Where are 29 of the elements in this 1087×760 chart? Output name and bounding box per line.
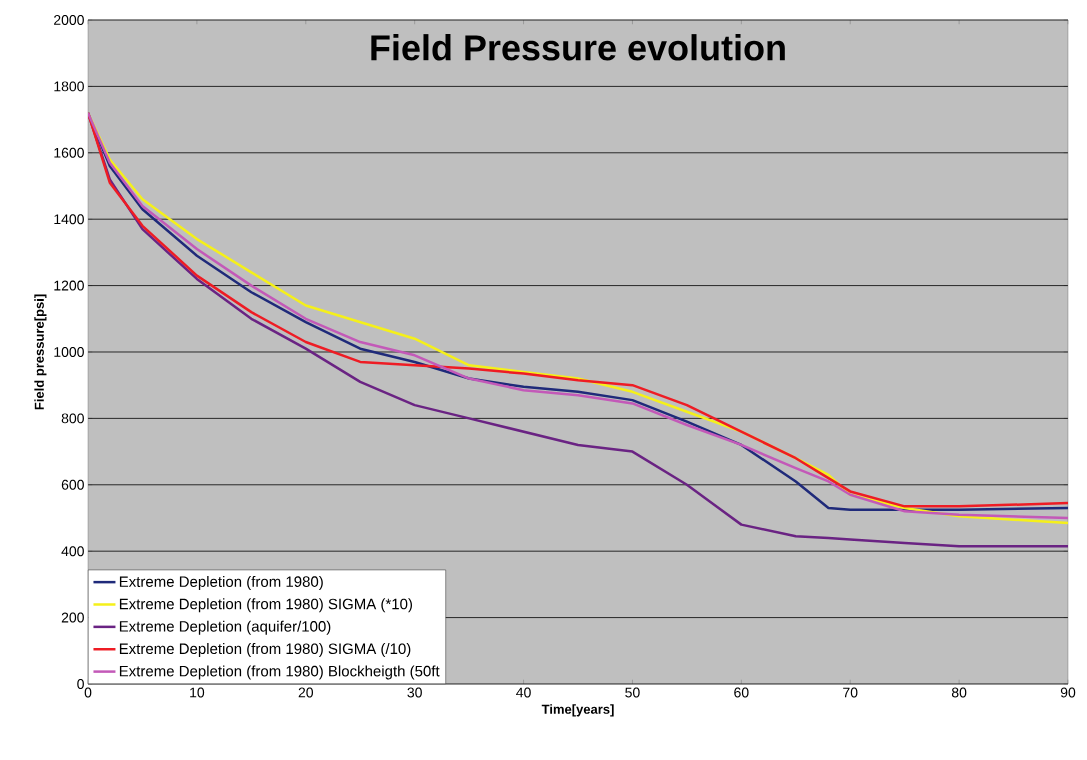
x-tick-label: 50 [625,687,640,698]
y-tick-label: 400 [61,546,84,557]
y-tick-label: 2000 [54,15,84,25]
legend-label: Extreme Depletion (from 1980) [119,575,323,590]
legend-label: Extreme Depletion (from 1980) Blockheigth (50ft [119,665,440,680]
y-tick-label: 800 [61,413,84,424]
legend-label: Extreme Depletion (from 1980) SIGMA (*10) [119,598,413,613]
x-tick-label: 40 [516,687,531,698]
x-tick-label: 80 [951,687,967,698]
x-tick-label: 70 [843,687,858,698]
x-tick-label: 60 [734,687,749,698]
y-tick-label: 1000 [54,347,84,357]
y-tick-label: 0 [77,679,84,689]
y-tick-label: 1200 [54,280,84,291]
legend-label: Extreme Depletion (from 1980) SIGMA (/10) [119,643,411,658]
x-axis-title: Time[years] [541,704,614,717]
y-tick-label: 200 [61,612,84,623]
y-axis-title: Field pressure[psi] [34,294,47,410]
x-tick-label: 10 [190,687,205,698]
x-tick-label: 90 [1060,687,1076,698]
y-tick-label: 1800 [54,81,84,92]
x-tick-label: 0 [84,687,92,698]
y-tick-label: 1600 [54,147,84,158]
legend-label: Extreme Depletion (aquifer/100) [119,620,331,635]
chart-title: Field Pressure evolution [371,34,785,61]
y-tick-label: 1400 [54,214,84,225]
x-tick-label: 30 [407,687,422,698]
y-tick-label: 600 [61,479,84,490]
x-tick-label: 20 [298,687,314,698]
